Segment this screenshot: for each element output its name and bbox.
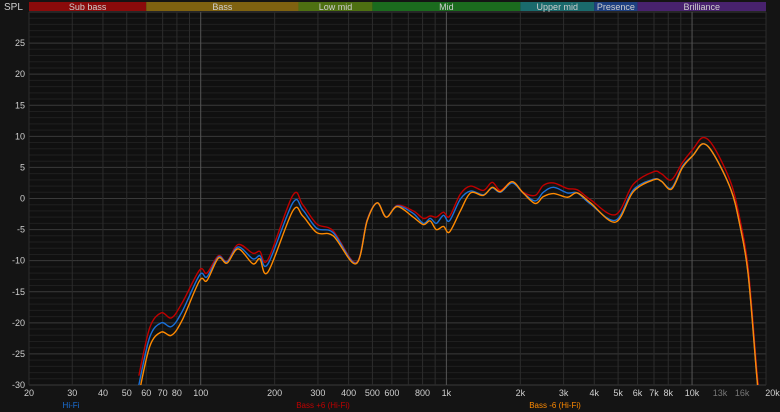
band-label: Low mid [319,2,353,12]
y-tick-label: -30 [12,380,25,390]
band-label: Bass [212,2,233,12]
x-tick-label: 6k [633,388,643,398]
series-line-2 [140,143,759,385]
series-line-0 [138,143,759,385]
y-tick-label: -15 [12,287,25,297]
band-label: Mid [439,2,454,12]
band-upper-mid [520,2,595,11]
frequency-bands: Sub bass Bass Low mid Mid Upper mid Presence B… [29,2,766,12]
band-label: Sub bass [69,2,107,12]
legend-item: Bass -6 (Hi-Fi) [529,401,581,410]
band-low-mid [298,2,373,11]
y-axis-ticks: 25 20 15 10 5 0 -5 -10 -15 -20 -25 -30 [12,38,25,390]
band-sub-bass [29,2,147,11]
x-tick-label: 10k [685,388,700,398]
series-lines [138,136,759,385]
y-tick-label: 25 [15,38,25,48]
x-tick-label: 7k [649,388,659,398]
x-tick-label: 13k [713,388,728,398]
band-presence [594,2,638,11]
x-axis-ticks: 20 30 40 50 60 70 80 100 200 300 400 500 600 800 1k 2k 3… [24,388,780,398]
x-tick-label: 30 [67,388,77,398]
y-tick-label: 20 [15,69,25,79]
y-tick-label: -10 [12,256,25,266]
x-tick-label: 70 [158,388,168,398]
band-brilliance [637,2,766,11]
x-tick-label: 100 [193,388,208,398]
x-tick-label: 1k [442,388,452,398]
x-tick-label: 400 [341,388,356,398]
y-tick-label: 15 [15,100,25,110]
band-label: Presence [597,2,635,12]
x-tick-label: 5k [613,388,623,398]
x-tick-label: 16k [735,388,750,398]
y-tick-label: -20 [12,318,25,328]
x-tick-label: 800 [415,388,430,398]
x-tick-label: 500 [365,388,380,398]
x-tick-label: 300 [310,388,325,398]
y-tick-label: 5 [20,162,25,172]
x-tick-label: 80 [172,388,182,398]
y-tick-label: -25 [12,349,25,359]
y-tick-label: 10 [15,131,25,141]
series-line-1 [138,136,759,385]
band-label: Upper mid [537,2,579,12]
x-tick-label: 8k [663,388,673,398]
band-bass [146,2,299,11]
legend: Hi-Fi Bass +6 (Hi-Fi) Bass -6 (Hi-Fi) [63,401,582,410]
x-tick-label: 600 [384,388,399,398]
legend-item: Hi-Fi [63,401,80,410]
x-tick-label: 4k [590,388,600,398]
x-tick-label: 2k [516,388,526,398]
y-axis-label: SPL [4,2,23,13]
x-tick-label: 60 [141,388,151,398]
x-tick-label: 50 [122,388,132,398]
band-mid [372,2,521,11]
x-tick-label: 20 [24,388,34,398]
x-tick-label: 3k [559,388,569,398]
grid [28,11,767,386]
x-tick-label: 20kHz [765,388,780,398]
legend-item: Bass +6 (Hi-Fi) [296,401,350,410]
y-tick-label: -5 [17,225,25,235]
x-tick-label: 200 [267,388,282,398]
y-tick-label: 0 [20,194,25,204]
band-label: Brilliance [684,2,721,12]
x-tick-label: 40 [98,388,108,398]
